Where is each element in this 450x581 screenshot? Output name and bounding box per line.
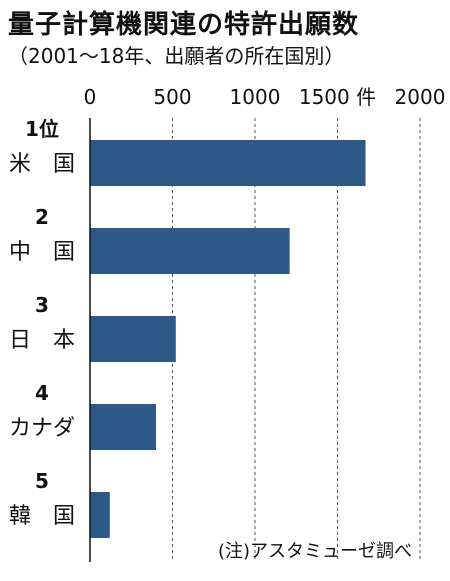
chart-title: 量子計算機関連の特許出願数 (8, 10, 360, 40)
x-tick-label: 1000 (230, 85, 281, 109)
bar (90, 228, 290, 274)
bar (90, 492, 110, 538)
rank-label: 3 (35, 293, 49, 317)
bar (90, 404, 156, 450)
rank-label: 5 (35, 469, 49, 493)
category-label: カナダ (9, 416, 75, 441)
x-tick-label: 1500 件 (299, 85, 376, 109)
bars (90, 140, 366, 538)
rank-label: 2 (35, 205, 49, 229)
bar (90, 316, 176, 362)
category-label: 韓 国 (9, 504, 75, 529)
rank-label: 1位 (25, 117, 59, 141)
x-axis-ticks: 0 500 1000 1500 件 2000 (84, 85, 446, 109)
x-tick-label: 0 (84, 85, 97, 109)
bar (90, 140, 366, 186)
x-tick-label: 2000 (395, 85, 446, 109)
source-note: (注)アスタミューゼ調べ (218, 541, 412, 562)
category-label: 米 国 (9, 152, 75, 177)
category-label: 日 本 (9, 328, 75, 353)
category-label: 中 国 (9, 240, 75, 265)
chart-subtitle: （2001～18年、出願者の所在国別） (8, 44, 345, 68)
rank-label: 4 (35, 381, 49, 405)
category-labels: 1位米 国 2 中 国 3 日 本 4 カナダ 5 韓 国 (9, 117, 75, 529)
x-tick-label: 500 (153, 85, 191, 109)
